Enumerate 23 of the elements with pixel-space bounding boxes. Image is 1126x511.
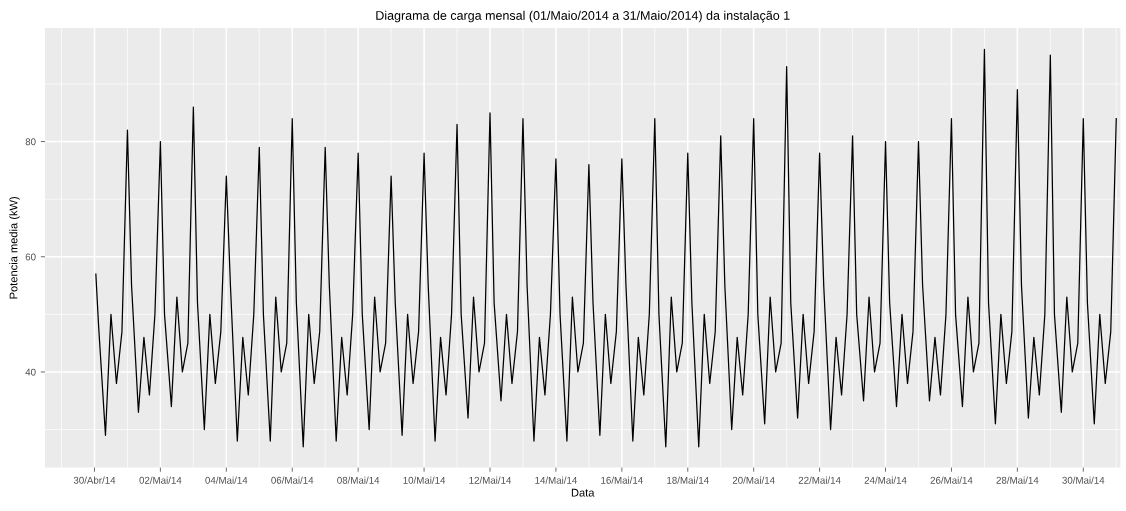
x-tick-label: 08/Mai/14 bbox=[337, 476, 380, 484]
x-tick-label: 26/Mai/14 bbox=[930, 476, 973, 484]
x-tick-label: 10/Mai/14 bbox=[403, 476, 446, 484]
x-tick-label: 16/Mai/14 bbox=[601, 476, 643, 484]
x-tick-label: 22/Mai/14 bbox=[798, 476, 841, 484]
x-tick-label: 24/Mai/14 bbox=[864, 476, 907, 484]
y-tick-label: 40 bbox=[25, 368, 36, 376]
x-tick-label: 30/Mai/14 bbox=[1062, 476, 1105, 484]
x-tick-label: 06/Mai/14 bbox=[271, 476, 314, 484]
x-tick-label: 02/Mai/14 bbox=[139, 476, 182, 484]
line-series bbox=[95, 48, 1117, 448]
x-tick-label: 14/Mai/14 bbox=[535, 476, 577, 484]
x-axis-title: Data bbox=[571, 488, 595, 497]
x-tick-label: 30/Abr/14 bbox=[73, 476, 116, 484]
y-tick-label: 80 bbox=[25, 138, 36, 146]
x-tick-label: 28/Mai/14 bbox=[996, 476, 1039, 484]
y-tick-label: 60 bbox=[25, 253, 36, 261]
x-tick-label: 20/Mai/14 bbox=[732, 476, 775, 484]
y-axis-title: Potencia media (kW) bbox=[9, 196, 20, 299]
chart-title: Diagrama de carga mensal (01/Maio/2014 a 31/Maio/2014) da instalação 1 bbox=[376, 10, 790, 23]
x-tick-label: 04/Mai/14 bbox=[205, 476, 248, 484]
x-tick-label: 12/Mai/14 bbox=[469, 476, 512, 484]
x-tick-label: 18/Mai/14 bbox=[667, 476, 709, 484]
